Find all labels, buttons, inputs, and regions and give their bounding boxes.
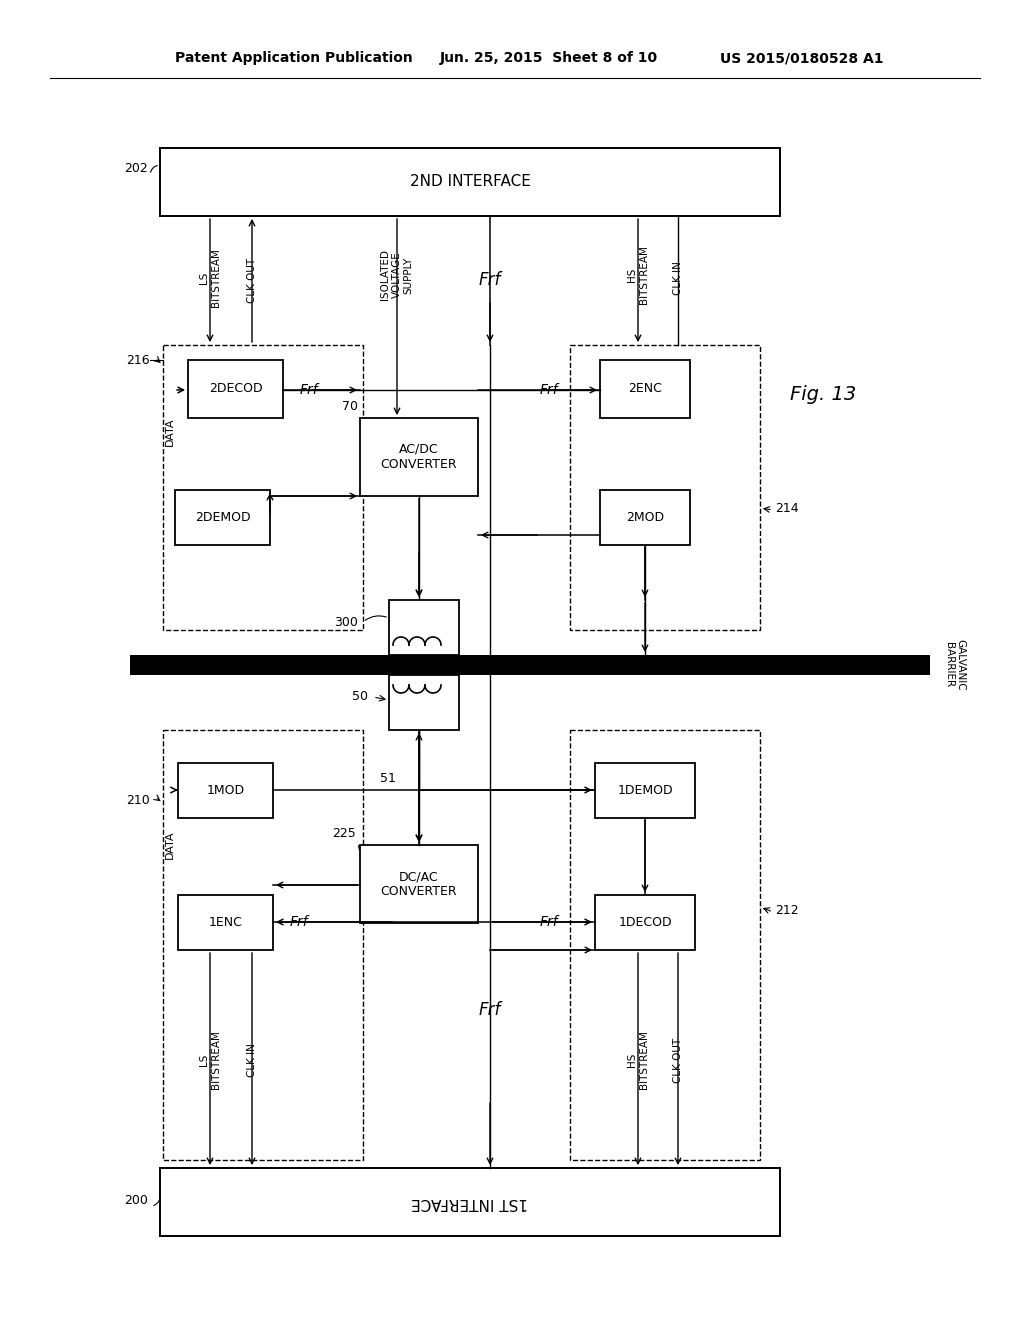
Text: ISOLATED
VOLTAGE
SUPPLY: ISOLATED VOLTAGE SUPPLY <box>380 249 414 301</box>
Text: 225: 225 <box>332 828 356 840</box>
Text: Fig. 13: Fig. 13 <box>790 385 856 404</box>
Text: 2ENC: 2ENC <box>628 383 662 396</box>
Text: 2ND INTERFACE: 2ND INTERFACE <box>410 174 530 190</box>
Text: DATA: DATA <box>165 417 175 446</box>
Bar <box>160 1168 780 1236</box>
Text: Frf: Frf <box>290 915 308 929</box>
Text: 1DEMOD: 1DEMOD <box>617 784 673 797</box>
Bar <box>178 763 273 818</box>
Text: AC/DC
CONVERTER: AC/DC CONVERTER <box>381 444 458 471</box>
Text: Frf: Frf <box>540 915 558 929</box>
Text: CLK IN: CLK IN <box>247 1043 257 1077</box>
Bar <box>570 730 760 1160</box>
Text: 216: 216 <box>126 354 150 367</box>
Text: 214: 214 <box>775 502 799 515</box>
Bar <box>163 730 362 1160</box>
Bar <box>595 763 695 818</box>
Text: CLK IN: CLK IN <box>673 261 683 294</box>
Text: 1MOD: 1MOD <box>207 784 245 797</box>
Text: Frf: Frf <box>540 383 558 397</box>
Text: 1DECOD: 1DECOD <box>618 916 672 929</box>
Text: 50: 50 <box>352 690 368 704</box>
Text: GALVANIC
BARRIER: GALVANIC BARRIER <box>944 639 966 690</box>
Text: 202: 202 <box>124 161 148 174</box>
Text: HS
BITSTREAM: HS BITSTREAM <box>627 1031 649 1089</box>
Bar <box>188 360 283 418</box>
Text: 51: 51 <box>380 771 396 784</box>
Text: 212: 212 <box>775 903 799 916</box>
Text: Frf: Frf <box>479 1001 501 1019</box>
Text: 1ENC: 1ENC <box>209 916 243 929</box>
Text: DC/AC
CONVERTER: DC/AC CONVERTER <box>381 870 458 898</box>
Text: Patent Application Publication: Patent Application Publication <box>175 51 413 65</box>
Bar <box>570 345 760 630</box>
Text: CLK OUT: CLK OUT <box>247 257 257 302</box>
Text: LS
BITSTREAM: LS BITSTREAM <box>200 248 221 308</box>
Bar <box>175 490 270 545</box>
Text: DATA: DATA <box>165 830 175 859</box>
Text: 2DEMOD: 2DEMOD <box>195 511 250 524</box>
Text: 2MOD: 2MOD <box>626 511 664 524</box>
Bar <box>163 345 362 630</box>
Bar <box>389 601 459 655</box>
Text: US 2015/0180528 A1: US 2015/0180528 A1 <box>720 51 884 65</box>
Text: Frf: Frf <box>300 383 318 397</box>
Text: Frf: Frf <box>479 271 501 289</box>
Bar <box>160 148 780 216</box>
Text: 1ST INTERFACE: 1ST INTERFACE <box>412 1195 528 1209</box>
Bar <box>389 675 459 730</box>
Bar <box>360 418 478 496</box>
Bar <box>130 655 930 675</box>
Text: 70: 70 <box>342 400 358 413</box>
Text: LS
BITSTREAM: LS BITSTREAM <box>200 1031 221 1089</box>
Text: CLK OUT: CLK OUT <box>673 1038 683 1082</box>
Bar <box>178 895 273 950</box>
Text: Jun. 25, 2015  Sheet 8 of 10: Jun. 25, 2015 Sheet 8 of 10 <box>440 51 658 65</box>
Text: 200: 200 <box>124 1193 148 1206</box>
Text: 2DECOD: 2DECOD <box>209 383 262 396</box>
Bar <box>600 490 690 545</box>
Bar <box>600 360 690 418</box>
Text: 300: 300 <box>334 616 358 630</box>
Text: HS
BITSTREAM: HS BITSTREAM <box>627 246 649 305</box>
Text: 210: 210 <box>126 793 150 807</box>
Bar <box>360 845 478 923</box>
Bar <box>595 895 695 950</box>
